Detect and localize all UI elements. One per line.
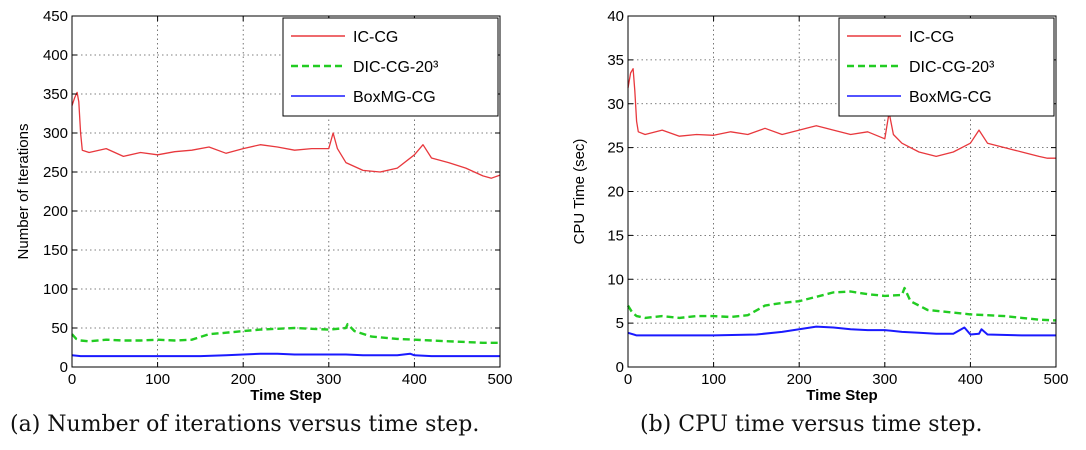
- iterations-chart: 0 100 200 300 400 500 0 50 100 150 200 250 300 350 400…: [15, 8, 513, 404]
- x-tick-label: 500: [1043, 371, 1068, 388]
- y-tick-label: 20: [607, 184, 624, 201]
- axes-frame: [71, 15, 501, 368]
- y-tick-label: 0: [616, 359, 624, 376]
- x-tick-label: 500: [487, 371, 512, 388]
- y-tick-label: 15: [607, 227, 624, 244]
- y-tick-label: 150: [43, 242, 68, 259]
- x-tick-label: 100: [701, 371, 726, 388]
- chart-panel-a: 0 100 200 300 400 500 0 50 100 150 200 250 300 350 400…: [0, 0, 530, 417]
- y-tick-label: 300: [43, 125, 68, 142]
- series-line-dic-cg-20-: [71, 322, 500, 344]
- series-line-ic-cg: [71, 91, 501, 179]
- x-tick-label: 100: [145, 371, 170, 388]
- x-tick-label: 200: [787, 371, 812, 388]
- y-tick-label: 350: [43, 86, 68, 103]
- y-tick-label: 50: [51, 320, 68, 337]
- legend-label: DIC-CG-20³: [353, 59, 439, 76]
- y-tick-label: 200: [43, 203, 68, 220]
- x-tick-label: 400: [402, 371, 427, 388]
- caption-b: (b) CPU time versus time step.: [640, 412, 983, 437]
- y-axis-label: Number of Iterations: [15, 124, 32, 260]
- series-line-dic-cg-20-: [626, 286, 1057, 322]
- x-axis-label: Time Step: [806, 387, 877, 404]
- y-tick-label: 10: [607, 271, 624, 288]
- y-tick-label: 250: [43, 164, 68, 181]
- series-line-ic-cg: [627, 68, 1056, 159]
- legend-label: BoxMG-CG: [353, 89, 436, 106]
- x-tick-label: 400: [958, 371, 983, 388]
- legend-label: BoxMG-CG: [909, 89, 992, 106]
- y-tick-label: 0: [60, 359, 68, 376]
- x-tick-label: 200: [231, 371, 256, 388]
- y-tick-label: 100: [43, 281, 68, 298]
- x-tick-label: 0: [624, 371, 632, 388]
- legend-label: IC-CG: [353, 29, 398, 46]
- y-tick-label: 35: [607, 52, 624, 69]
- y-tick-label: 400: [43, 47, 68, 64]
- series-line-boxmg-cg: [71, 352, 500, 358]
- x-tick-label: 0: [68, 371, 76, 388]
- y-axis-label: CPU Time (sec): [571, 139, 588, 245]
- chart-panel-b: 0 100 200 300 400 500 0 5 10 15 20 25 30 35 40 Time Ste…: [556, 0, 1086, 417]
- x-tick-label: 300: [316, 371, 341, 388]
- cpu-time-chart: 0 100 200 300 400 500 0 5 10 15 20 25 30 35 40 Time Ste…: [571, 8, 1069, 404]
- caption-a: (a) Number of iterations versus time ste…: [10, 412, 480, 437]
- y-tick-label: 5: [616, 315, 624, 332]
- x-tick-label: 300: [872, 371, 897, 388]
- x-axis-label: Time Step: [250, 387, 321, 404]
- y-tick-label: 25: [607, 140, 624, 157]
- y-tick-label: 30: [607, 96, 624, 113]
- legend-label: IC-CG: [909, 29, 954, 46]
- y-tick-label: 450: [43, 8, 68, 25]
- legend-label: DIC-CG-20³: [909, 59, 995, 76]
- y-tick-label: 40: [607, 8, 624, 25]
- series-line-boxmg-cg: [627, 325, 1056, 337]
